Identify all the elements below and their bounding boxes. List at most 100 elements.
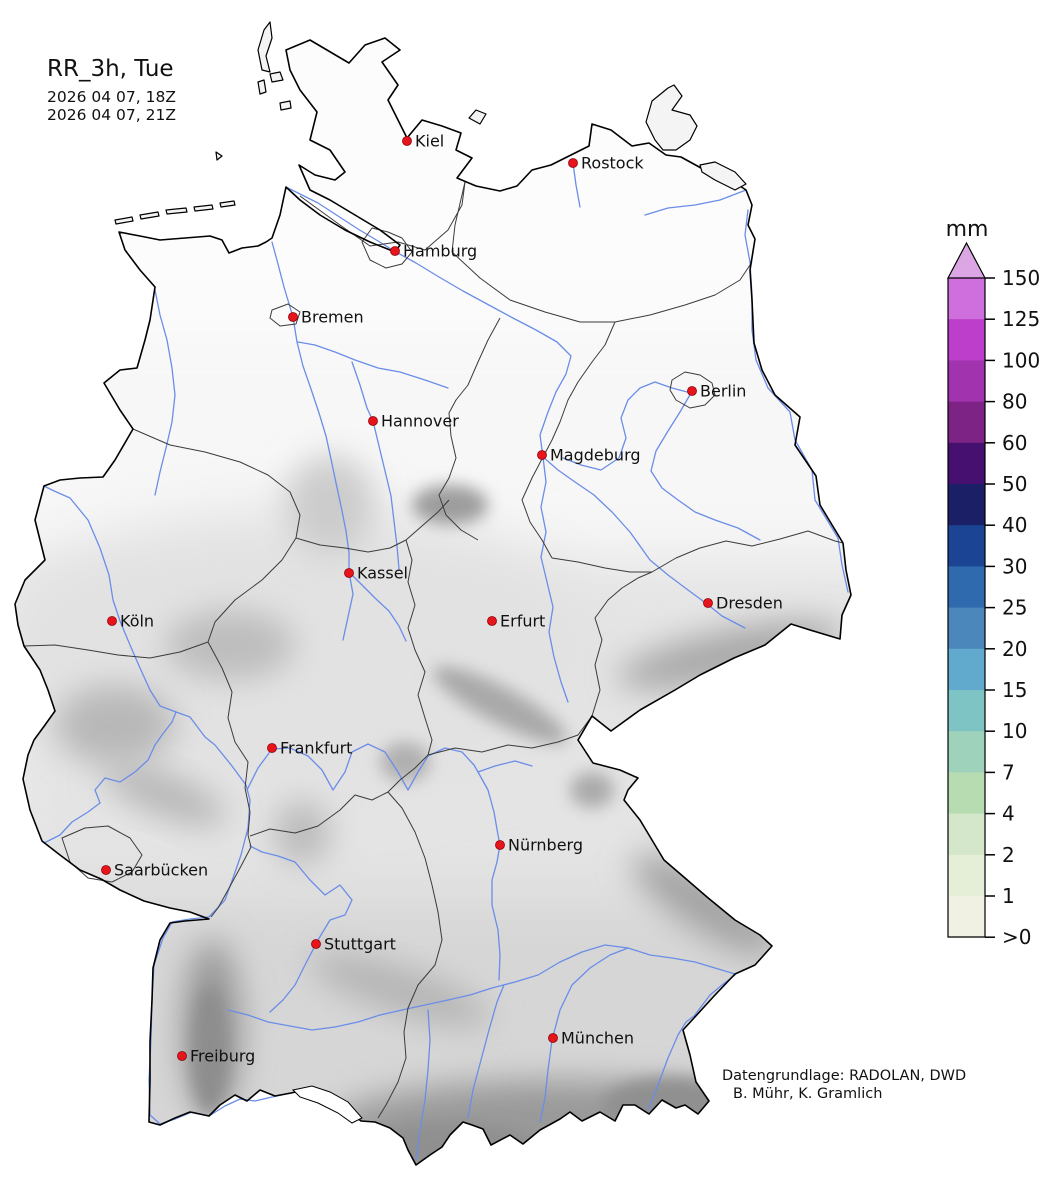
islands-layer <box>114 21 747 225</box>
state-borders-layer <box>23 181 844 1119</box>
river-havel <box>562 381 692 471</box>
city-dot-Dresden <box>703 598 713 608</box>
attribution-source: Datengrundlage: RADOLAN, DWD <box>722 1068 966 1084</box>
colorbar-tick-label-4: 60 <box>1002 431 1027 455</box>
border-niedersachsen-hessen <box>295 537 407 553</box>
colorbar-segment-6 <box>948 525 985 567</box>
border-niedersachsen-nrw <box>132 428 301 643</box>
island-amrum <box>257 79 267 95</box>
colorbar-segment-3 <box>948 401 985 444</box>
island-spiekeroog <box>193 204 214 212</box>
city-dot-Frankfurt <box>267 743 277 753</box>
colorbar-segments <box>948 278 985 938</box>
border-bayern-nord <box>427 715 593 756</box>
city-label-Rostock: Rostock <box>581 154 644 173</box>
river-iller <box>415 1009 431 1161</box>
lake-bodensee <box>291 1085 363 1124</box>
city-dot-Erfurt <box>487 616 497 626</box>
island-ruegen <box>645 84 698 151</box>
colorbar-segment-1 <box>948 319 985 361</box>
island-norderney <box>139 211 160 220</box>
river-neckar <box>249 845 353 1013</box>
island-usedom <box>699 161 747 191</box>
colorbar-tick-label-14: 2 <box>1002 843 1015 867</box>
river-fulda <box>342 571 354 641</box>
river-warnow <box>572 162 581 208</box>
colorbar-tick-label-7: 30 <box>1002 554 1027 578</box>
terrain-allgaeu <box>360 1123 540 1165</box>
border-mecklenburg-south <box>451 181 753 323</box>
city-label-Hamburg: Hamburg <box>403 242 477 261</box>
border-hessen-bayern <box>249 754 429 837</box>
city-dot-Hannover <box>368 416 378 426</box>
colorbar-tick-label-13: 4 <box>1002 802 1015 826</box>
colorbar-ticks: 150 125 100 80 60 50 40 30 25 20 15 10 7 4 2 1 >0 <box>985 266 1040 949</box>
terrain-alps <box>330 1080 790 1165</box>
island-helgoland <box>215 151 223 161</box>
city-label-Hannover: Hannover <box>381 412 459 431</box>
border-schleswig-holstein <box>299 181 466 251</box>
terrain-hunsrueck <box>104 764 226 826</box>
colorbar-segment-13 <box>948 813 985 856</box>
rivers-layer <box>43 162 849 1161</box>
city-label-Freiburg: Freiburg <box>190 1047 255 1066</box>
terrain-schwaebische-alb <box>309 953 491 1027</box>
city-dot-München <box>548 1033 558 1043</box>
city-label-Nürnberg: Nürnberg <box>508 836 583 855</box>
city-label-Stuttgart: Stuttgart <box>324 935 396 954</box>
river-main <box>246 743 533 791</box>
island-borkum <box>114 216 134 225</box>
border-hamburg-ring <box>361 227 413 269</box>
island-wangerooge <box>219 200 236 208</box>
terrain-weserbergland <box>285 455 375 555</box>
river-leine <box>351 361 400 570</box>
terrain-north-lowland <box>15 38 851 330</box>
river-saale <box>540 456 569 703</box>
colorbar-tick-label-2: 100 <box>1002 348 1040 372</box>
colorbar-tick-label-10: 15 <box>1002 678 1027 702</box>
cities-layer: Kiel Rostock Hamburg Bremen Berlin Hannover Ma… <box>101 132 783 1066</box>
border-bw-bayern <box>377 791 443 1119</box>
map-title: RR_3h, Tue <box>47 56 174 82</box>
city-label-Dresden: Dresden <box>716 594 783 613</box>
terrain-sauerland <box>165 610 295 680</box>
city-dot-Köln <box>107 616 117 626</box>
colorbar-tick-label-15: 1 <box>1002 884 1015 908</box>
colorbar-segment-9 <box>948 648 985 691</box>
terrain-odenwald <box>274 801 330 865</box>
colorbar-segment-2 <box>948 360 985 403</box>
colorbar-tick-label-1: 125 <box>1002 307 1040 331</box>
colorbar-tick-label-12: 7 <box>1002 760 1015 784</box>
border-nrw-south <box>23 641 209 659</box>
city-label-Berlin: Berlin <box>700 382 746 401</box>
city-label-Kiel: Kiel <box>415 132 444 151</box>
border-hessen-rlp <box>207 641 252 848</box>
river-aller <box>297 341 449 389</box>
colorbar-tick-label-0: 150 <box>1002 266 1040 290</box>
colorbar: mm 150 125 100 80 60 50 40 30 25 20 15 10 7 4 2 1 >0 <box>946 217 1041 949</box>
city-label-Frankfurt: Frankfurt <box>280 739 352 758</box>
city-label-München: München <box>561 1029 634 1048</box>
run-start-time: 2026 04 07, 18Z <box>47 88 176 106</box>
border-hessen-thueringen <box>405 539 433 756</box>
river-weser <box>271 241 350 573</box>
city-dot-Nürnberg <box>495 840 505 850</box>
river-elbe <box>287 187 746 629</box>
city-dot-Magdeburg <box>537 450 547 460</box>
island-foehr <box>269 71 284 83</box>
colorbar-segment-12 <box>948 772 985 815</box>
terrain-fichtelgebirge <box>570 772 614 808</box>
colorbar-tick-label-16: >0 <box>1002 925 1031 949</box>
border-niedersachsen-sachsenanhalt <box>438 317 501 541</box>
colorbar-tick-label-5: 50 <box>1002 472 1027 496</box>
terrain-bayerischer-wald <box>632 854 778 956</box>
border-rlp-bw <box>210 846 252 918</box>
city-dot-Kassel <box>344 568 354 578</box>
border-berlin-ring <box>669 371 716 409</box>
river-werra <box>348 571 407 642</box>
city-dot-Saarbücken <box>101 865 111 875</box>
